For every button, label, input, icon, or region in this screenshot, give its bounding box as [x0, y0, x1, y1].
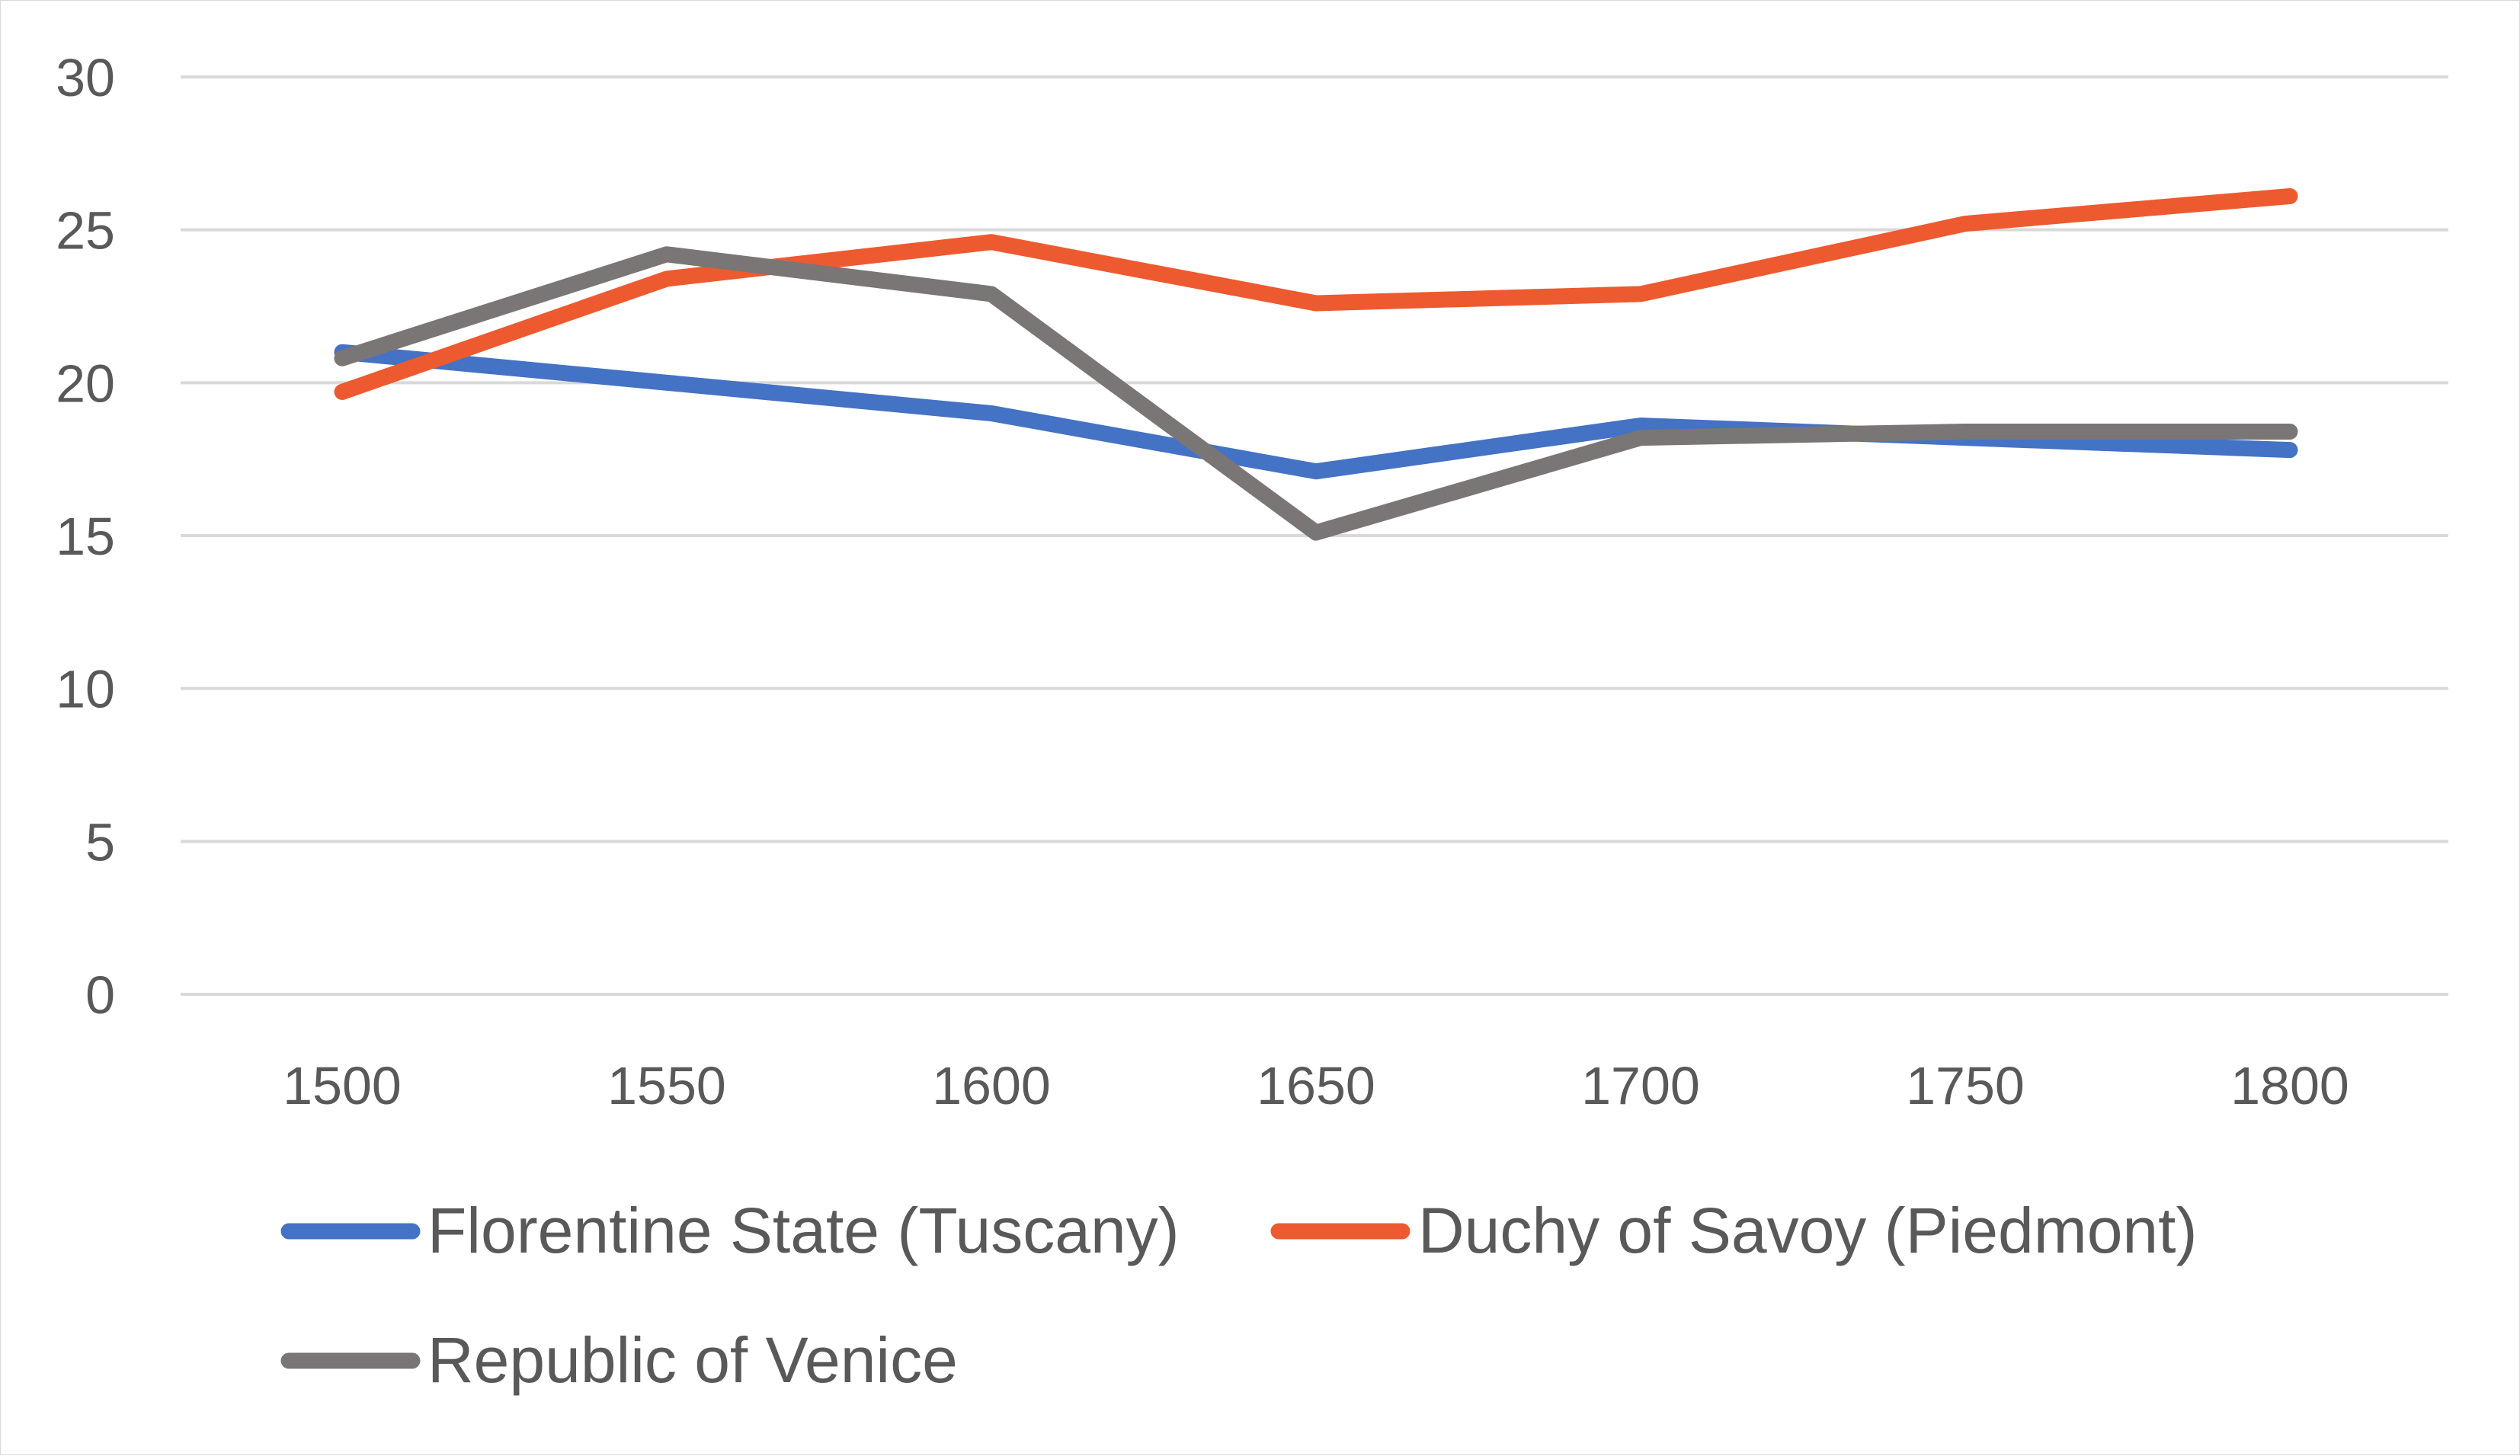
x-tick-label: 1550: [607, 1056, 726, 1115]
legend-label-1: Florentine State (Tuscany): [427, 1195, 1180, 1266]
y-tick-label: 5: [85, 812, 115, 872]
data-point: [2289, 431, 2291, 433]
y-tick-label: 15: [56, 507, 115, 566]
data-point: [2289, 450, 2291, 451]
legend-label-3: Republic of Venice: [427, 1324, 958, 1396]
x-axis-ticks: 1500 1550 1600 1650 1700 1750 1800: [283, 1056, 2349, 1115]
x-tick-label: 1650: [1257, 1056, 1375, 1115]
data-point: [1640, 293, 1641, 295]
series-line-3: [334, 246, 2298, 541]
x-tick-label: 1600: [932, 1056, 1051, 1115]
data-point: [341, 357, 343, 359]
data-point: [991, 242, 992, 243]
legend: Florentine State (Tuscany) Duchy of Savoy…: [280, 1195, 2197, 1396]
x-tick-label: 1800: [2230, 1056, 2349, 1115]
series-line-2: [334, 188, 2298, 400]
y-tick-label: 20: [56, 354, 115, 413]
data-point: [991, 413, 992, 414]
x-tick-label: 1500: [283, 1056, 402, 1115]
data-point: [2289, 196, 2291, 197]
y-tick-label: 30: [56, 48, 115, 107]
gridlines: [181, 75, 2448, 996]
data-point: [666, 254, 668, 255]
data-point: [1640, 437, 1641, 439]
y-tick-label: 0: [85, 965, 115, 1025]
data-point: [666, 278, 668, 280]
x-tick-label: 1750: [1906, 1056, 2025, 1115]
x-tick-label: 1700: [1581, 1056, 1700, 1115]
data-point: [1315, 471, 1317, 472]
legend-label-2: Duchy of Savoy (Piedmont): [1418, 1195, 2197, 1266]
data-point: [1640, 425, 1641, 427]
data-point: [666, 382, 668, 383]
data-point: [341, 391, 343, 392]
y-axis-ticks: 0 5 10 15 20 25 30: [56, 48, 115, 1025]
data-point: [1964, 431, 1966, 433]
y-tick-label: 10: [56, 660, 115, 719]
data-point: [1315, 532, 1317, 533]
series-lines: [334, 188, 2298, 541]
data-point: [1964, 223, 1966, 225]
series-line-1: [334, 344, 2298, 480]
data-point: [991, 293, 992, 295]
data-point: [1315, 302, 1317, 304]
y-tick-label: 25: [56, 201, 115, 261]
